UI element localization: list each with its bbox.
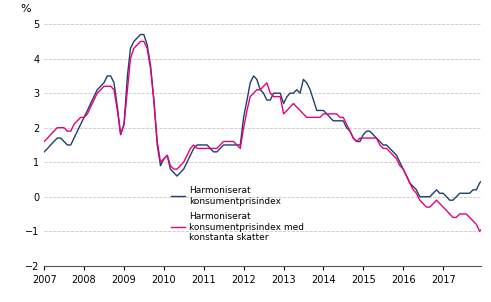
Line: Harmoniserat
konsumentprisindex: Harmoniserat konsumentprisindex: [44, 34, 491, 200]
Legend: Harmoniserat
konsumentprisindex, Harmoniserat
konsumentprisindex med
konstanta s: Harmoniserat konsumentprisindex, Harmoni…: [171, 186, 304, 242]
Text: %: %: [20, 5, 31, 14]
Line: Harmoniserat
konsumentprisindex med
konstanta skatter: Harmoniserat konsumentprisindex med kons…: [44, 41, 491, 231]
